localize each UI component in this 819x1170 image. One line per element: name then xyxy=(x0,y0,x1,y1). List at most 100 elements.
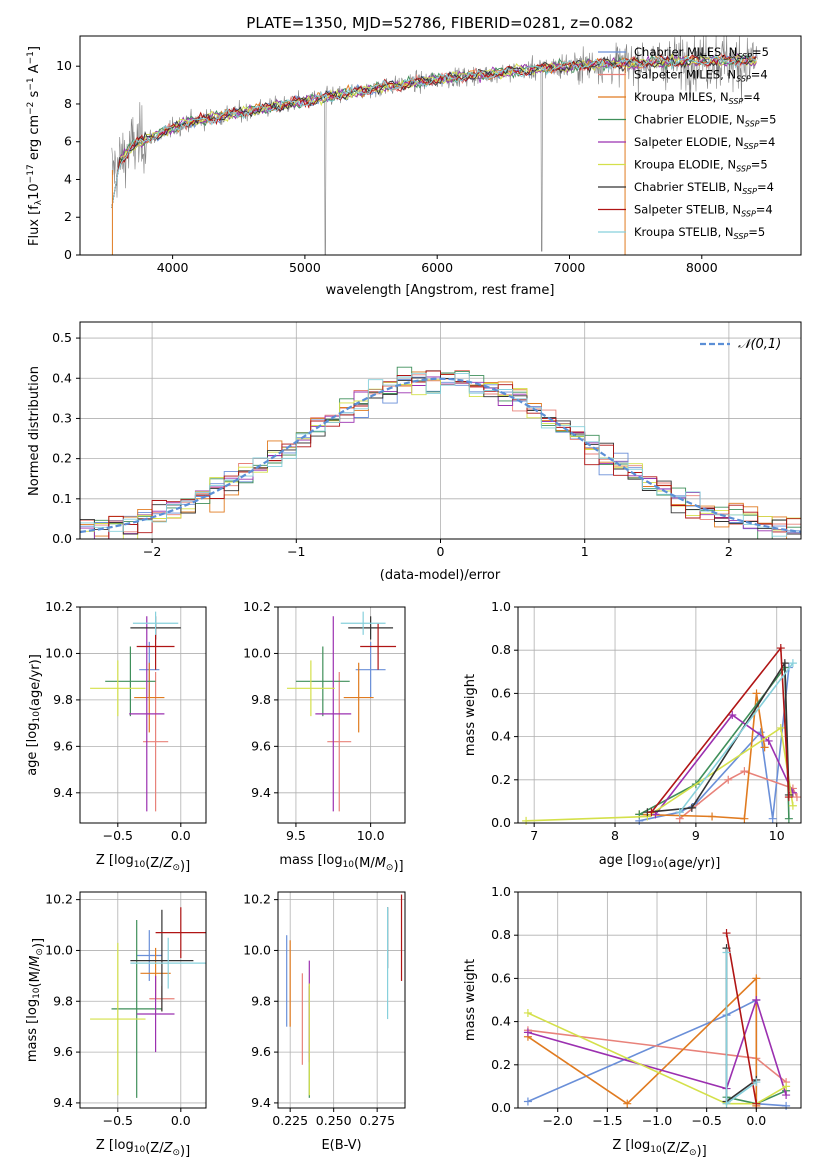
weight-marker xyxy=(782,1091,791,1100)
y-tick-label: 9.4 xyxy=(251,785,271,800)
y-tick-label: 0.8 xyxy=(491,927,511,942)
y-tick-label: 4 xyxy=(64,171,72,186)
y-tick-label: 9.8 xyxy=(251,993,271,1008)
x-tick-label: −0.5 xyxy=(103,828,133,843)
histogram-ylabel: Normed distribution xyxy=(27,366,42,496)
weight-line-8 xyxy=(725,932,758,1104)
subplot-5: −0.5 0.0 9.4 9.6 9.8 10.0 10.2 Z [log10(Z/Z⊙)] m… xyxy=(25,891,207,1159)
subplot-xlabel: Z [log10(Z/Z⊙)] xyxy=(96,1138,190,1159)
x-tick-label: 0.0 xyxy=(746,1113,766,1128)
x-tick-label: −1.5 xyxy=(592,1113,622,1128)
model-spectrum-8 xyxy=(111,54,757,208)
x-tick-label: 9.5 xyxy=(286,828,306,843)
weight-marker xyxy=(782,1101,791,1110)
y-tick-label: 0.4 xyxy=(52,370,72,385)
subplot-xlabel: mass [log10(M/M⊙)] xyxy=(279,853,403,874)
weight-marker xyxy=(752,689,761,698)
weight-marker xyxy=(788,659,797,668)
weight-marker xyxy=(728,711,737,719)
x-tick-label: 7 xyxy=(530,828,538,843)
x-tick-label: −2 xyxy=(143,544,161,559)
legend-label: Salpeter STELIB, NSSP=4 xyxy=(634,203,773,219)
subplot-frame xyxy=(517,606,802,824)
subplot-xlabel: E(B-V) xyxy=(321,1138,361,1153)
residual-histogram-panel: −2 −1 0 1 2 0.0 0.1 0.2 0.3 0.4 0.5 𝒩(0,1) (data-m… xyxy=(27,321,802,583)
weight-marker xyxy=(675,808,684,817)
x-tick-label: 1 xyxy=(581,544,589,559)
legend-label: Kroupa STELIB, NSSP=5 xyxy=(634,225,765,241)
y-tick-label: 0.4 xyxy=(491,1014,511,1029)
weight-marker xyxy=(722,1099,731,1108)
weight-marker xyxy=(752,996,761,1004)
spectrum-models xyxy=(111,51,757,255)
model-spectrum-1 xyxy=(111,54,757,208)
subplot-frame xyxy=(277,891,406,1109)
weight-marker xyxy=(522,816,531,825)
weight-marker xyxy=(782,1082,791,1091)
y-tick-label: 0.3 xyxy=(52,410,72,425)
x-tick-label: 0.250 xyxy=(316,1113,352,1128)
spectrum-panel: PLATE=1350, MJD=52786, FIBERID=0281, z=0… xyxy=(26,14,802,298)
subplot-frame xyxy=(517,891,802,1109)
weight-marker xyxy=(722,929,731,938)
y-tick-label: 0.6 xyxy=(491,685,511,700)
weight-marker xyxy=(792,793,801,802)
x-tick-label: 6000 xyxy=(421,260,453,275)
y-tick-label: 0.8 xyxy=(491,642,511,657)
subplot-2: −0.5 0.0 9.4 9.6 9.8 10.0 10.2 Z [log10(Z/Z⊙)] a… xyxy=(25,599,207,874)
weight-line-6 xyxy=(527,1012,787,1105)
subplot-ylabel: mass [log10(M/M⊙)] xyxy=(25,938,46,1062)
legend-label: Chabrier STELIB, NSSP=4 xyxy=(634,180,774,196)
y-tick-label: 10.2 xyxy=(45,599,73,614)
y-tick-label: 10 xyxy=(56,58,72,73)
x-tick-label: −0.5 xyxy=(691,1113,721,1128)
subplot-4: 7 8 9 10 0.0 0.2 0.4 0.6 0.8 1.0 age [log10(age/yr… xyxy=(463,599,802,871)
x-tick-label: 8 xyxy=(611,828,619,843)
y-tick-label: 9.4 xyxy=(53,785,73,800)
weight-marker xyxy=(740,814,749,823)
weight-marker xyxy=(764,736,773,745)
small-panels: −0.5 0.0 9.4 9.6 9.8 10.0 10.2 Z [log10(Z/Z⊙)] a… xyxy=(25,599,802,1159)
subplot-xlabel: Z [log10(Z/Z⊙)] xyxy=(612,1138,706,1159)
y-tick-label: 9.6 xyxy=(251,738,271,753)
normal-curve xyxy=(79,377,802,534)
histogram-ticks: −2 −1 0 1 2 0.0 0.1 0.2 0.3 0.4 0.5 xyxy=(52,330,733,559)
subplot-ylabel: mass weight xyxy=(463,959,478,1041)
weight-marker xyxy=(647,808,656,817)
y-tick-label: 0.0 xyxy=(491,1100,511,1115)
histogram-series-9 xyxy=(79,372,801,539)
weight-marker xyxy=(784,793,793,802)
weight-line-5 xyxy=(654,713,794,815)
y-tick-label: 0.2 xyxy=(52,451,72,466)
y-tick-label: 10.0 xyxy=(243,942,271,957)
weight-line-2 xyxy=(679,770,798,820)
weight-marker xyxy=(722,948,731,957)
subplot-frame xyxy=(79,606,207,824)
subplot-6: 0.225 0.250 0.275 9.4 9.6 9.8 10.0 10.2 E(B-V) xyxy=(243,891,406,1153)
y-tick-label: 9.6 xyxy=(53,738,73,753)
weight-marker xyxy=(768,814,777,823)
model-spectrum-9 xyxy=(111,54,757,208)
y-tick-label: 9.6 xyxy=(53,1044,73,1059)
x-tick-label: 7000 xyxy=(554,260,586,275)
x-tick-label: 0 xyxy=(437,544,445,559)
legend-label: Chabrier MILES, NSSP=5 xyxy=(634,45,769,61)
y-tick-label: 0 xyxy=(64,247,72,262)
y-tick-label: 6 xyxy=(64,134,72,149)
x-tick-label: 0.0 xyxy=(171,1113,191,1128)
x-tick-label: −1.0 xyxy=(642,1113,672,1128)
x-tick-label: 4000 xyxy=(157,260,189,275)
y-tick-label: 0.0 xyxy=(491,815,511,830)
legend-label: Chabrier ELODIE, NSSP=5 xyxy=(634,113,776,129)
y-tick-label: 10.0 xyxy=(45,645,73,660)
weight-marker xyxy=(788,801,797,810)
weight-line-3 xyxy=(527,976,758,1106)
legend-label: Salpeter MILES, NSSP=4 xyxy=(634,68,768,84)
weight-marker xyxy=(760,743,769,752)
y-tick-label: 2 xyxy=(64,209,72,224)
x-tick-label: 8000 xyxy=(686,260,718,275)
y-tick-label: 9.4 xyxy=(251,1095,271,1110)
spectrum-ylabel: Flux [fλ10−17 erg cm−2 s−1 A−1] xyxy=(26,46,44,246)
subplot-xlabel: age [log10(age/yr)] xyxy=(599,853,721,871)
weight-marker xyxy=(776,644,785,653)
